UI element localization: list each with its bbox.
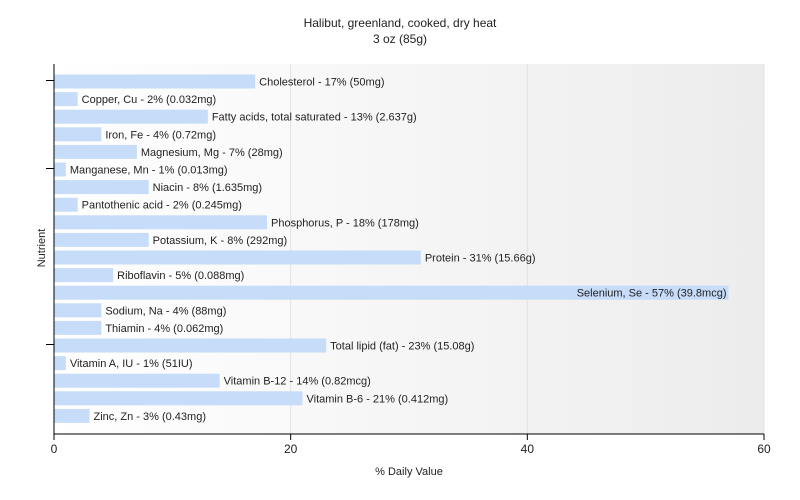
x-tick-label: 40 — [521, 442, 535, 456]
data-label: Protein - 31% (15.66g) — [425, 253, 536, 265]
data-label: Pantothenic acid - 2% (0.245mg) — [82, 200, 242, 212]
data-label: Cholesterol - 17% (50mg) — [259, 77, 384, 89]
bar — [54, 197, 78, 212]
x-axis-label: % Daily Value — [375, 466, 443, 478]
chart-subtitle: 3 oz (85g) — [372, 32, 428, 46]
bar — [54, 180, 149, 195]
data-label: Phosphorus, P - 18% (178mg) — [271, 217, 419, 229]
data-label: Vitamin B-12 - 14% (0.82mcg) — [224, 376, 371, 388]
x-tick-label: 60 — [757, 442, 771, 456]
data-label: Manganese, Mn - 1% (0.013mg) — [70, 165, 228, 177]
bar — [54, 215, 267, 230]
data-label: Potassium, K - 8% (292mg) — [153, 235, 288, 247]
data-label: Zinc, Zn - 3% (0.43mg) — [94, 411, 206, 423]
data-label: Sodium, Na - 4% (88mg) — [105, 305, 226, 317]
data-label: Riboflavin - 5% (0.088mg) — [117, 270, 244, 282]
plot-area — [54, 64, 764, 434]
bar — [54, 74, 256, 89]
bar — [54, 92, 78, 107]
data-label: Vitamin A, IU - 1% (51IU) — [70, 358, 193, 370]
data-label: Selenium, Se - 57% (39.8mcg) — [577, 288, 727, 300]
bar — [54, 303, 102, 318]
x-tick-label: 0 — [51, 442, 58, 456]
bar — [54, 391, 303, 406]
bar — [54, 162, 66, 177]
data-label: Niacin - 8% (1.635mg) — [153, 182, 262, 194]
bar — [54, 127, 102, 142]
bar — [54, 144, 137, 159]
bar — [54, 250, 421, 265]
bar — [54, 356, 66, 371]
data-label: Magnesium, Mg - 7% (28mg) — [141, 147, 283, 159]
bar — [54, 109, 208, 124]
data-label: Thiamin - 4% (0.062mg) — [105, 323, 223, 335]
bar — [54, 408, 90, 423]
data-label: Iron, Fe - 4% (0.72mg) — [105, 129, 216, 141]
data-label: Vitamin B-6 - 21% (0.412mg) — [307, 393, 449, 405]
bar — [54, 285, 729, 300]
data-label: Fatty acids, total saturated - 13% (2.63… — [212, 112, 417, 124]
y-axis-label: Nutrient — [36, 228, 48, 268]
data-label: Total lipid (fat) - 23% (15.08g) — [330, 341, 474, 353]
data-label: Copper, Cu - 2% (0.032mg) — [82, 94, 217, 106]
bar — [54, 232, 149, 247]
chart-title: Halibut, greenland, cooked, dry heat — [303, 16, 497, 30]
bar — [54, 373, 220, 388]
bar — [54, 320, 102, 335]
x-tick-label: 20 — [284, 442, 298, 456]
bar — [54, 338, 327, 353]
bar — [54, 268, 114, 283]
